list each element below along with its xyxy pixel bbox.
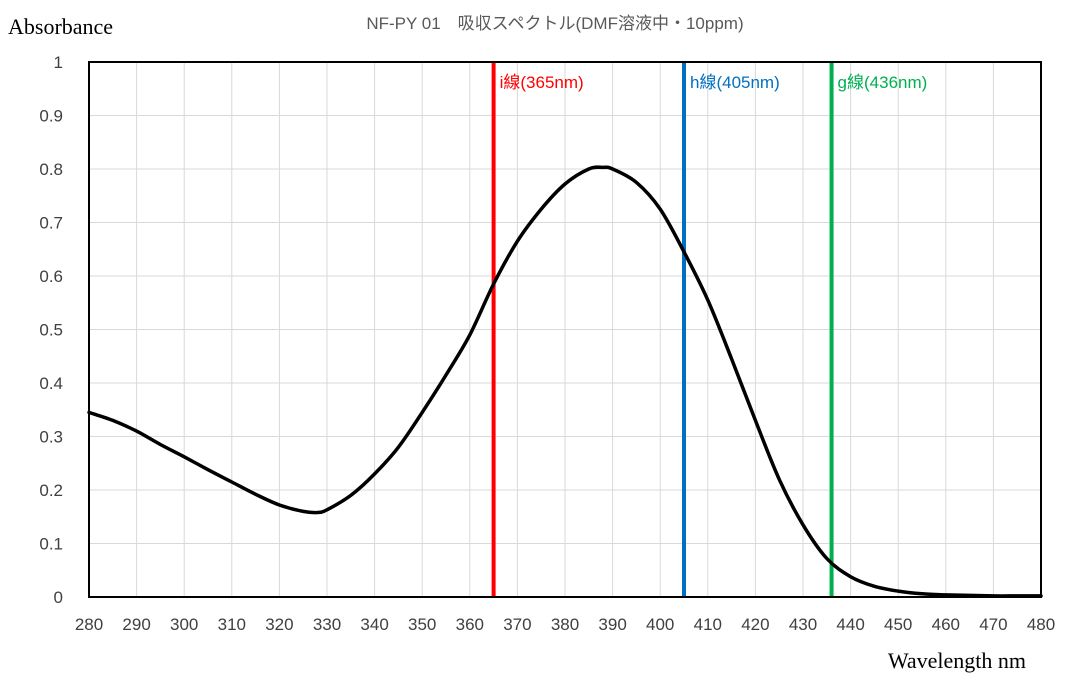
reference-line-labels: i線(365nm) h線(405nm) g線(436nm) [500,73,928,92]
y-tick-label: 0 [54,588,63,607]
y-axis-tick-labels: 0 0.1 0.2 0.3 0.4 0.5 0.6 0.7 0.8 0.9 1 [39,53,63,607]
y-tick-label: 0.7 [39,214,63,233]
x-axis-label: Wavelength nm [888,648,1026,673]
x-tick-label: 410 [694,615,722,634]
y-tick-label: 0.8 [39,160,63,179]
y-tick-label: 1 [54,53,63,72]
x-axis-tick-labels: 280 290 300 310 320 330 340 350 360 370 380 390 400 4… [75,615,1055,634]
x-tick-label: 470 [979,615,1007,634]
x-tick-label: 460 [932,615,960,634]
reference-line-label: g線(436nm) [838,73,928,92]
x-tick-label: 340 [360,615,388,634]
x-tick-label: 320 [265,615,293,634]
reference-lines [491,62,834,597]
x-tick-label: 350 [408,615,436,634]
reference-line-label: i線(365nm) [500,73,584,92]
plot-area-frame [88,61,1042,598]
y-tick-label: 0.6 [39,267,63,286]
x-tick-label: 480 [1027,615,1055,634]
x-tick-label: 280 [75,615,103,634]
y-tick-label: 0.4 [39,374,63,393]
x-tick-label: 420 [741,615,769,634]
x-tick-label: 310 [218,615,246,634]
grid [88,61,1042,598]
x-tick-label: 330 [313,615,341,634]
x-tick-label: 370 [503,615,531,634]
x-tick-label: 450 [884,615,912,634]
reference-line-label: h線(405nm) [690,73,780,92]
y-tick-label: 0.9 [39,107,63,126]
y-tick-label: 0.2 [39,481,63,500]
x-tick-label: 430 [789,615,817,634]
x-tick-label: 440 [836,615,864,634]
x-tick-label: 300 [170,615,198,634]
y-tick-label: 0.3 [39,428,63,447]
x-tick-label: 390 [598,615,626,634]
x-tick-label: 290 [122,615,150,634]
y-tick-label: 0.5 [39,321,63,340]
x-tick-label: 380 [551,615,579,634]
chart-title: NF-PY 01 吸収スペクトル(DMF溶液中・10ppm) [366,14,743,33]
spectrum-series-line [87,165,1043,598]
x-tick-label: 360 [456,615,484,634]
y-tick-label: 0.1 [39,535,63,554]
x-tick-label: 400 [646,615,674,634]
y-axis-label: Absorbance [8,14,113,39]
